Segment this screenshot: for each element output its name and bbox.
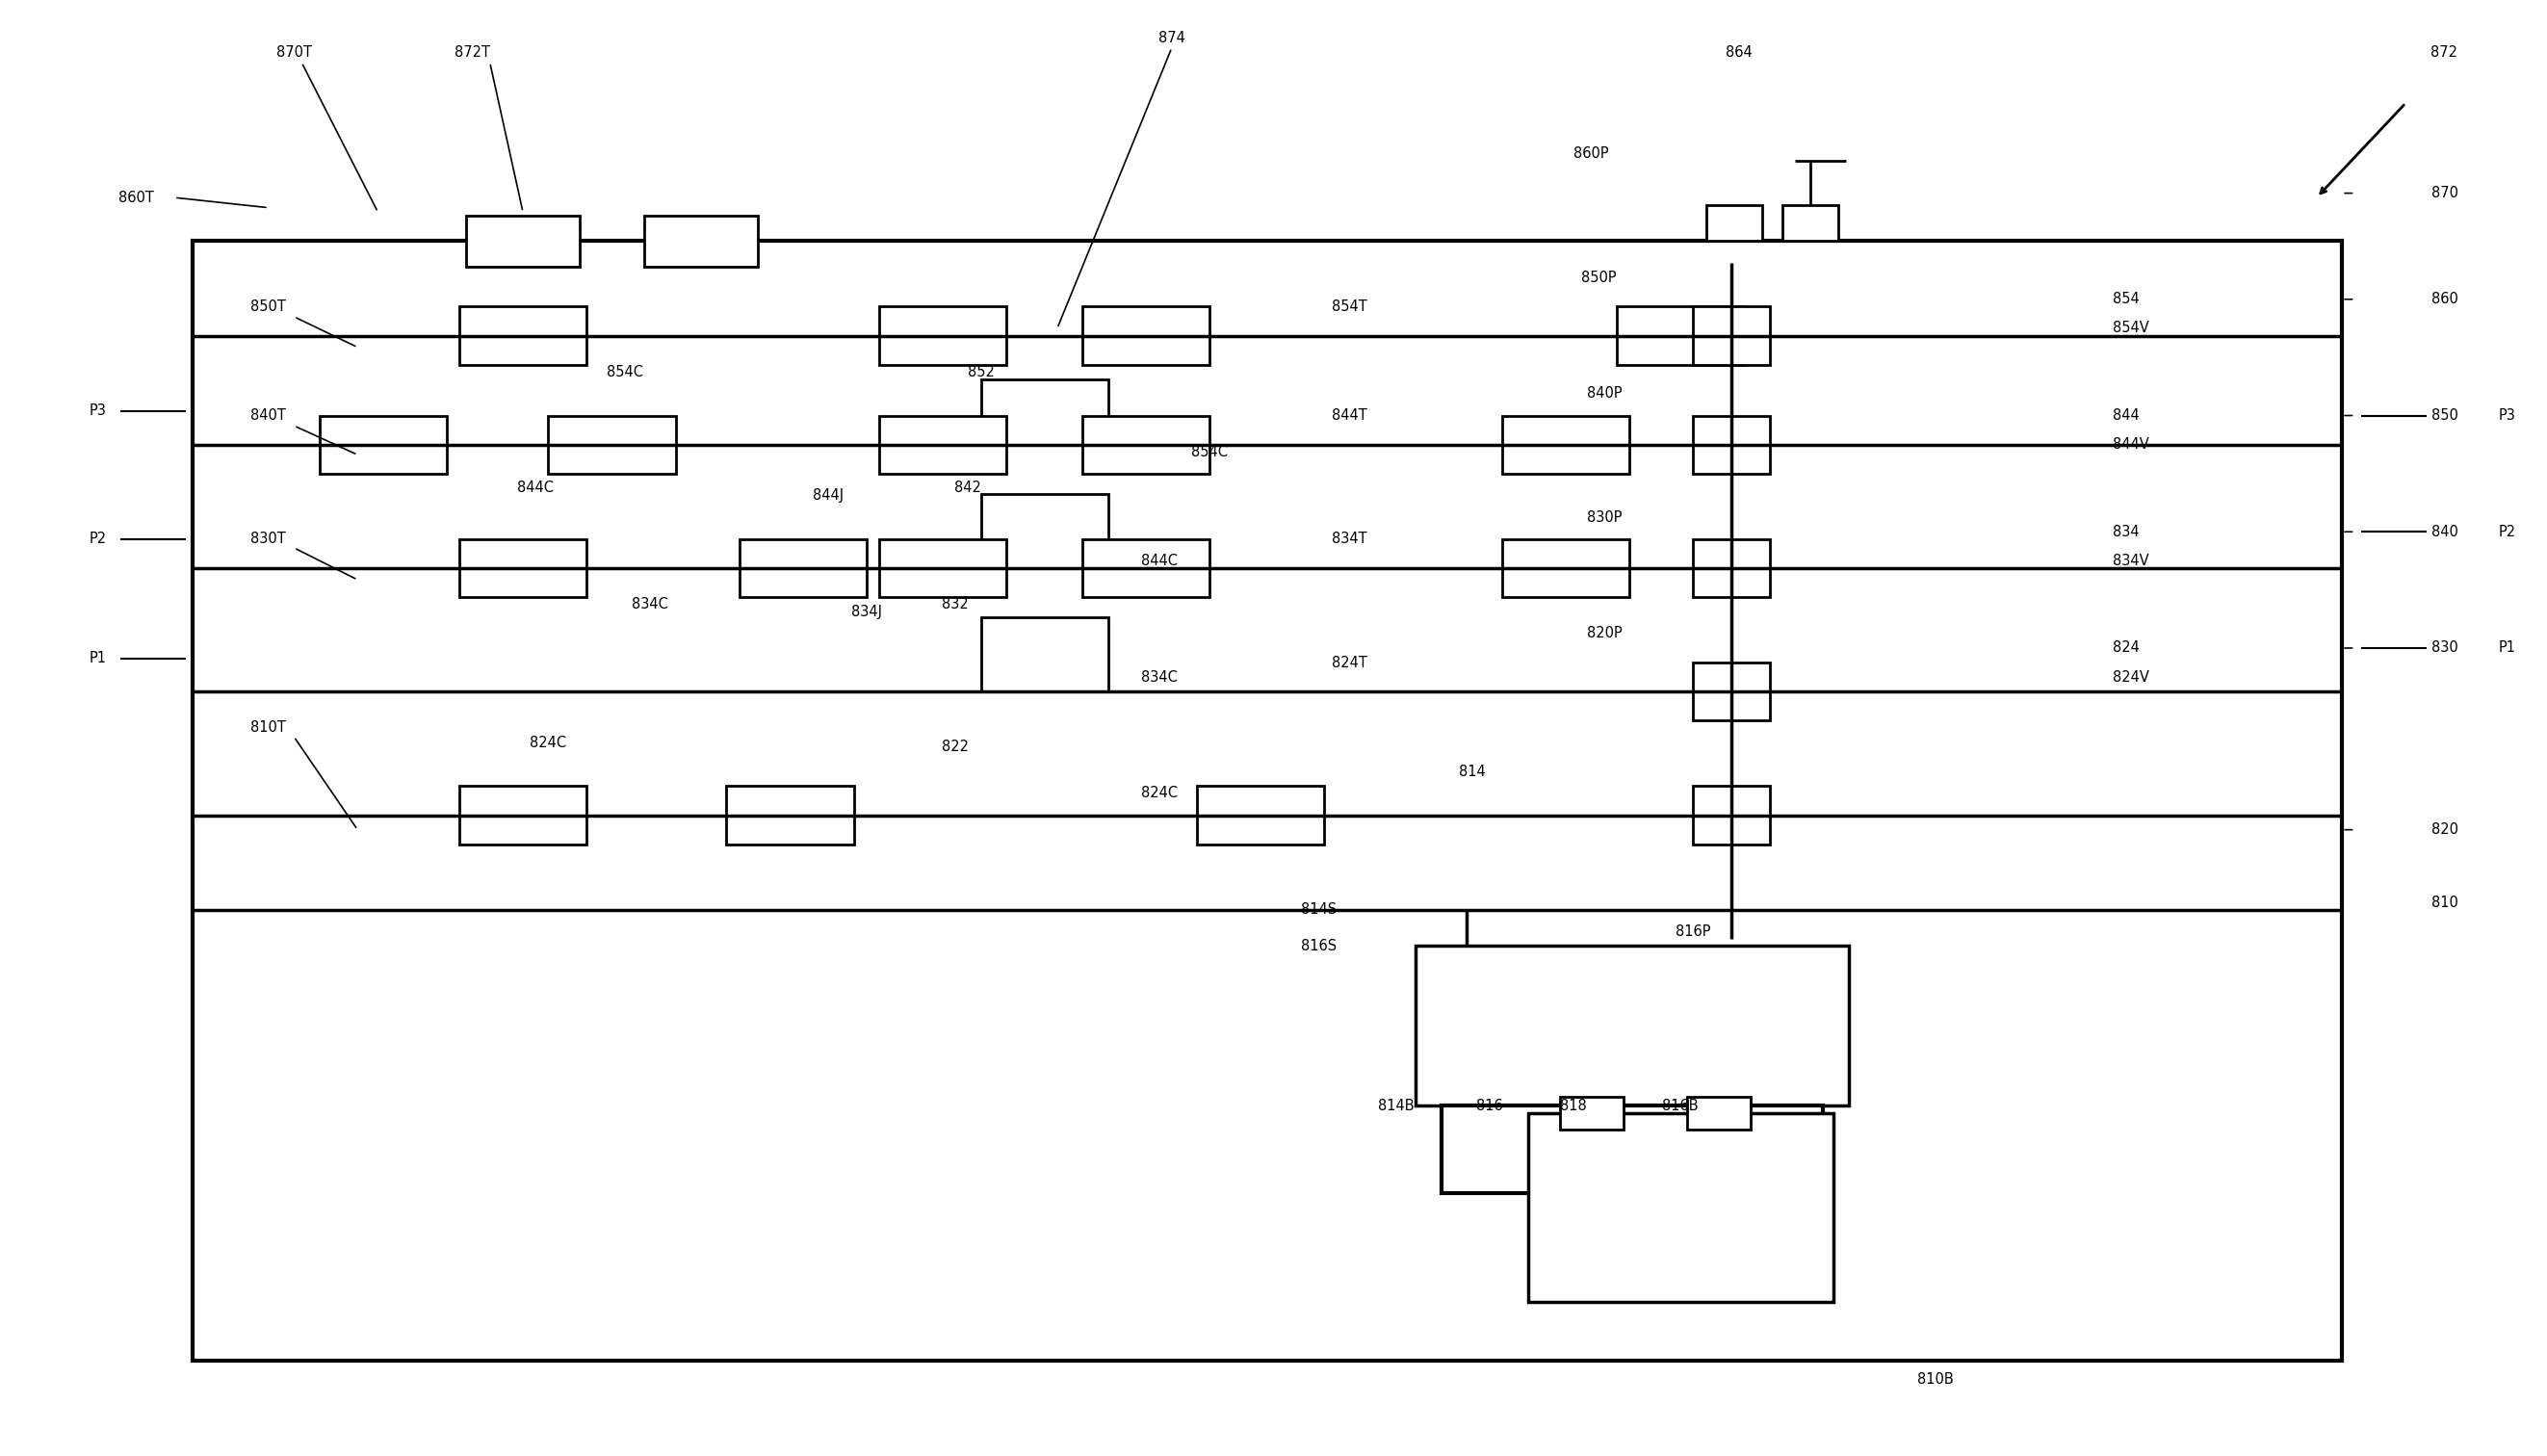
Text: 830P: 830P: [1587, 510, 1622, 524]
Bar: [1694, 786, 1770, 844]
Bar: [1503, 415, 1630, 473]
Bar: [458, 786, 586, 844]
Text: 854C: 854C: [606, 364, 642, 379]
Text: 824T: 824T: [1332, 655, 1368, 670]
Text: 844: 844: [2114, 408, 2139, 422]
Bar: [548, 415, 675, 473]
Text: 872: 872: [2430, 45, 2458, 60]
Text: 860T: 860T: [120, 191, 153, 205]
Bar: [1686, 1098, 1750, 1128]
Bar: [981, 617, 1108, 692]
Bar: [644, 215, 759, 266]
Text: 824C: 824C: [530, 735, 568, 750]
Bar: [191, 242, 2343, 1360]
Text: 860P: 860P: [1574, 147, 1610, 162]
Text: 850T: 850T: [250, 300, 285, 313]
Text: P2: P2: [2499, 524, 2516, 539]
Bar: [1528, 1114, 1834, 1302]
Bar: [1442, 1107, 1824, 1192]
Text: 820P: 820P: [1587, 626, 1622, 641]
Text: 810T: 810T: [250, 721, 285, 735]
Text: 824: 824: [2114, 641, 2139, 655]
Text: 840T: 840T: [250, 408, 285, 422]
Text: 834C: 834C: [1141, 670, 1177, 684]
Text: 816: 816: [1477, 1099, 1503, 1112]
Bar: [458, 307, 586, 364]
Text: 854C: 854C: [1192, 444, 1228, 459]
Bar: [879, 307, 1006, 364]
Text: 830: 830: [2432, 641, 2458, 655]
Text: 840P: 840P: [1587, 386, 1622, 400]
Bar: [1082, 307, 1210, 364]
Text: 818: 818: [1561, 1099, 1587, 1112]
Text: 824V: 824V: [2114, 670, 2150, 684]
Text: 834V: 834V: [2114, 553, 2150, 568]
Text: 854T: 854T: [1332, 300, 1368, 313]
Bar: [1082, 539, 1210, 597]
Bar: [1694, 415, 1770, 473]
Bar: [466, 215, 581, 266]
Bar: [1694, 539, 1770, 597]
Bar: [1706, 205, 1763, 242]
Text: 834C: 834C: [632, 597, 667, 612]
Bar: [879, 415, 1006, 473]
Text: 844C: 844C: [1141, 553, 1177, 568]
Bar: [739, 539, 866, 597]
Text: 870: 870: [2432, 186, 2458, 201]
Text: 814: 814: [1459, 764, 1485, 779]
Text: 810: 810: [2432, 895, 2458, 910]
Text: 844J: 844J: [812, 488, 843, 502]
Text: 834T: 834T: [1332, 531, 1368, 546]
Text: 842: 842: [955, 480, 981, 495]
Text: 820: 820: [2432, 823, 2458, 837]
Bar: [981, 494, 1108, 568]
Text: 832: 832: [942, 597, 968, 612]
Bar: [1783, 205, 1839, 242]
Text: 816P: 816P: [1676, 925, 1712, 939]
Bar: [1694, 662, 1770, 721]
Text: 844V: 844V: [2114, 437, 2150, 451]
Bar: [1503, 539, 1630, 597]
Text: 830T: 830T: [250, 531, 285, 546]
Bar: [318, 415, 446, 473]
Text: 874: 874: [1159, 31, 1184, 45]
Text: 870T: 870T: [275, 45, 311, 60]
Text: 840: 840: [2432, 524, 2458, 539]
Bar: [1082, 415, 1210, 473]
Text: P3: P3: [2499, 408, 2516, 422]
Text: 844C: 844C: [517, 480, 553, 495]
Text: P3: P3: [89, 403, 107, 418]
Text: P2: P2: [89, 531, 107, 546]
Text: 852: 852: [968, 364, 993, 379]
Text: 834J: 834J: [851, 604, 881, 619]
Text: 850: 850: [2432, 408, 2458, 422]
Bar: [1617, 307, 1745, 364]
Text: 834: 834: [2114, 524, 2139, 539]
Bar: [726, 786, 853, 844]
Bar: [879, 539, 1006, 597]
Bar: [458, 539, 586, 597]
Text: 814S: 814S: [1302, 903, 1337, 917]
Text: 822: 822: [942, 740, 968, 754]
Bar: [1694, 307, 1770, 364]
Bar: [1416, 946, 1849, 1107]
Text: 844T: 844T: [1332, 408, 1368, 422]
Bar: [981, 379, 1108, 444]
Bar: [1559, 1098, 1622, 1128]
Text: 872T: 872T: [453, 45, 489, 60]
Text: 824C: 824C: [1141, 786, 1177, 801]
Text: 814B: 814B: [1378, 1099, 1414, 1112]
Text: 810B: 810B: [1918, 1372, 1954, 1386]
Text: 864: 864: [1727, 45, 1752, 60]
Text: 816B: 816B: [1663, 1099, 1699, 1112]
Text: P1: P1: [89, 651, 107, 665]
Bar: [1197, 786, 1324, 844]
Text: 854: 854: [2114, 293, 2139, 307]
Text: 816S: 816S: [1302, 939, 1337, 954]
Text: 850P: 850P: [1582, 271, 1617, 285]
Text: P1: P1: [2499, 641, 2516, 655]
Text: 854V: 854V: [2114, 322, 2150, 335]
Text: 860: 860: [2432, 293, 2458, 307]
